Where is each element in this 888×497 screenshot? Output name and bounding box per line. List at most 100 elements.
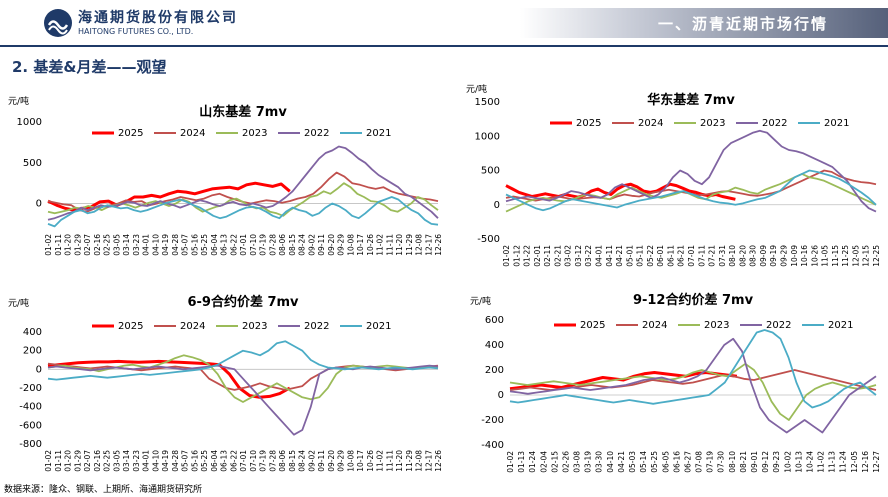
y-tick-label: 400 [485,340,504,351]
x-tick-label: 10-02 [783,451,792,473]
x-tick-label: 12-08 [415,234,424,256]
x-tick-label: 07-19 [259,450,268,472]
x-tick-label: 09-11 [317,234,326,256]
x-tick-label: 06-13 [220,450,229,472]
y-unit-label: 元/吨 [466,84,487,95]
x-tick-label: 02-21 [553,245,562,267]
x-tick-label: 06-16 [672,451,681,473]
x-tick-label: 05-16 [190,234,199,256]
x-tick-label: 10-26 [810,245,819,267]
x-tick-label: 01-11 [54,450,63,472]
x-tick-label: 11-20 [395,234,404,256]
series-line-2022 [47,364,439,436]
x-tick-label: 03-30 [595,451,604,473]
y-tick-label: 200 [485,365,504,376]
x-tick-label: 04-10 [151,450,160,472]
y-tick-label: -800 [19,439,42,450]
x-tick-label: 12-16 [861,451,870,473]
series-line-2025 [505,182,736,201]
y-tick-label: -500 [477,234,500,245]
header-banner [520,8,888,38]
x-tick-label: 02-16 [93,234,102,256]
x-tick-label: 06-27 [683,451,692,473]
x-tick-label: 03-23 [132,450,141,472]
x-tick-label: 01-02 [44,450,53,472]
legend-label-2024: 2024 [638,118,663,129]
x-tick-label: 07-28 [268,450,277,472]
x-tick-label: 06-04 [210,450,219,472]
x-tick-label: 07-10 [249,234,258,256]
x-tick-label: 08-21 [739,451,748,473]
x-tick-label: 07-19 [259,234,268,256]
x-tick-label: 04-19 [161,450,170,472]
x-tick-label: 10-26 [366,450,375,472]
x-tick-label: 08-24 [298,450,307,472]
series-line-2021 [509,329,877,409]
x-tick-label: 10-13 [794,451,803,473]
x-tick-label: 09-02 [307,234,316,256]
x-tick-label: 07-01 [239,450,248,472]
x-tick-label: 08-24 [298,234,307,256]
x-tick-label: 01-20 [64,450,73,472]
x-tick-label: 08-30 [749,245,758,267]
x-tick-label: 11-11 [385,450,394,472]
x-tick-label: 12-17 [424,234,433,256]
x-tick-label: 06-05 [661,451,670,473]
y-tick-label: 0 [36,199,42,210]
x-tick-label: 02-01 [533,245,542,267]
x-tick-label: 03-14 [122,450,131,472]
chart-title: 华东基差 7mv [647,92,735,108]
x-tick-label: 12-26 [434,234,443,256]
legend-label-2025: 2025 [576,118,601,129]
subsection-title: 2. 基差&月差——观望 [12,58,167,76]
x-tick-label: 07-30 [717,451,726,473]
x-tick-label: 09-02 [307,450,316,472]
x-tick-label: 01-12 [512,245,521,267]
x-tick-label: 05-03 [628,451,637,473]
x-tick-label: 01-02 [502,245,511,267]
x-tick-label: 05-25 [200,450,209,472]
legend-label-2023: 2023 [704,320,729,331]
x-tick-label: 05-25 [650,451,659,473]
series-line-2022 [509,337,877,434]
x-tick-label: 01-20 [64,234,73,256]
x-tick-label: 10-08 [346,234,355,256]
x-tick-label: 03-12 [574,245,583,267]
x-tick-label: 02-07 [83,234,92,256]
y-tick-label: 0 [494,200,500,211]
x-tick-label: 12-27 [872,451,881,473]
x-tick-label: 10-08 [346,450,355,472]
x-tick-label: 03-08 [573,451,582,473]
y-tick-label: 1000 [17,117,42,128]
x-tick-label: 07-08 [695,451,704,473]
x-tick-label: 11-29 [405,234,414,256]
x-tick-label: 09-01 [750,451,759,473]
x-tick-label: 02-07 [83,450,92,472]
x-tick-label: 09-29 [780,245,789,267]
legend-label-2021: 2021 [366,128,391,139]
x-tick-label: 11-02 [376,234,385,256]
company-name-cn: 海通期货股份有限公司 [78,10,238,26]
x-tick-label: 02-25 [103,234,112,256]
x-tick-label: 08-15 [288,450,297,472]
y-tick-label: 400 [23,327,42,338]
x-tick-label: 06-11 [666,245,675,267]
y-tick-label: -600 [19,420,42,431]
x-tick-label: 04-28 [171,450,180,472]
x-tick-label: 12-05 [850,451,859,473]
x-tick-label: 04-19 [161,234,170,256]
legend-label-2024: 2024 [642,320,667,331]
x-tick-label: 10-09 [790,245,799,267]
header-divider [0,45,888,47]
series-line-2021 [505,169,877,212]
x-tick-label: 07-11 [697,245,706,267]
x-tick-label: 07-10 [249,450,258,472]
y-tick-label: 1000 [475,131,500,142]
x-tick-label: 12-05 [851,245,860,267]
x-tick-label: 09-20 [327,450,336,472]
x-tick-label: 09-09 [759,245,768,267]
x-tick-label: 12-25 [872,245,881,267]
legend-label-2025: 2025 [118,128,143,139]
legend-label-2022: 2022 [766,320,791,331]
